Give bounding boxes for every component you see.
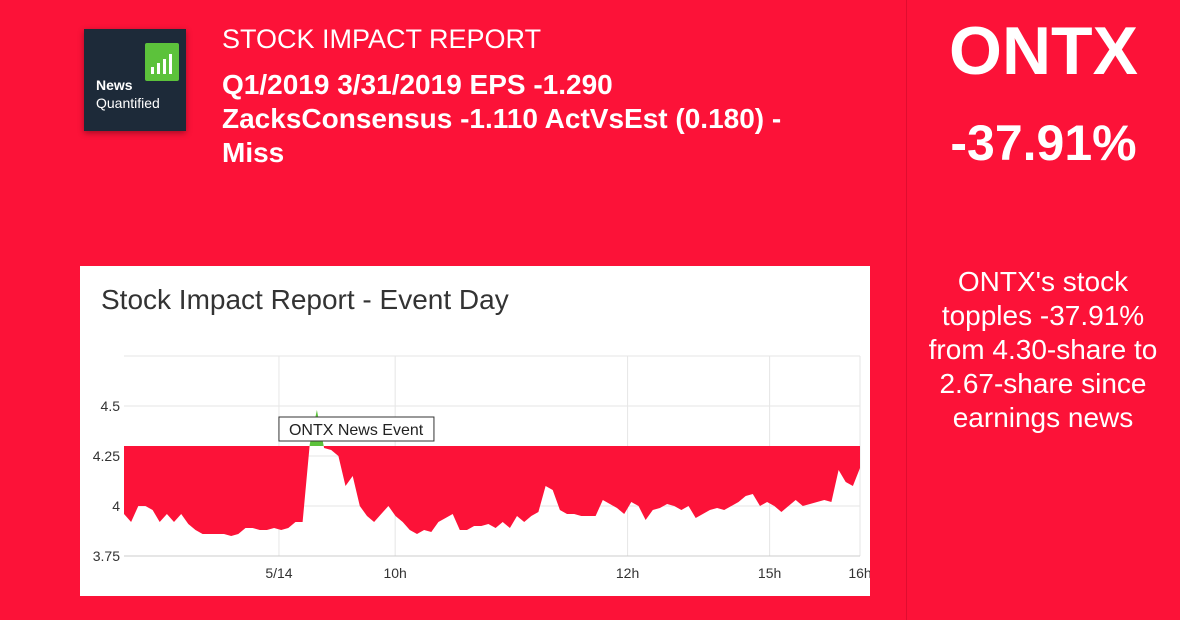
x-tick-label: 16h [848,565,870,581]
bar-chart-icon [145,43,179,81]
earnings-headline: Q1/2019 3/31/2019 EPS -1.290 ZacksConsen… [222,69,782,168]
report-label: STOCK IMPACT REPORT [222,24,542,54]
price-chart: 3.75 4 4.25 4.5 5/14 10h 12h 15h 16h ONTX News Ev… [93,355,870,581]
chart-title: Stock Impact Report - Event Day [101,284,509,315]
logo-word-news: News [96,77,133,93]
percent-change: -37.91% [950,115,1137,171]
x-tick-label: 10h [383,565,406,581]
y-tick-label: 3.75 [93,548,120,564]
x-tick-label: 5/14 [265,565,292,581]
panel-divider [906,0,907,620]
logo-word-quantified: Quantified [96,95,160,111]
news-event-flag [278,416,435,442]
news-quantified-logo: News Quantified [84,29,186,131]
y-tick-label: 4.5 [101,398,121,414]
news-event-label: ONTX News Event [289,422,424,439]
ticker-symbol: ONTX [949,13,1138,89]
y-tick-label: 4 [112,498,120,514]
down-area [124,446,310,536]
chart-card: Stock Impact Report - Event Day 3.75 4 4.2… [80,266,870,596]
x-tick-label: 15h [758,565,781,581]
summary-text: ONTX's stock topples -37.91% from 4.30-s… [928,266,1158,433]
x-tick-label: 12h [616,565,639,581]
y-tick-label: 4.25 [93,448,120,464]
down-area [323,446,860,534]
